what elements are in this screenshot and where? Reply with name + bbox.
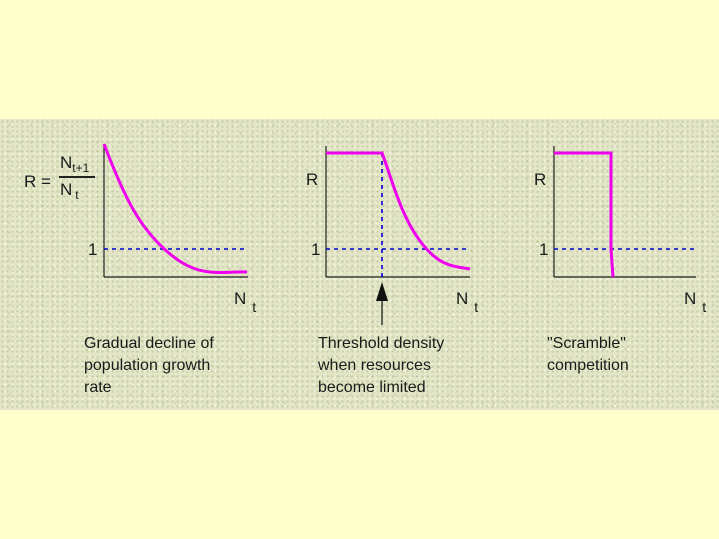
- panel-3-x-label-sub: t: [702, 299, 707, 315]
- panel-3-caption-line-2: competition: [547, 357, 629, 374]
- panel-2-x-label-sub: t: [474, 299, 479, 315]
- panel-2-caption-line-1: Threshold density: [318, 335, 445, 352]
- panel-1-x-label-sub: t: [252, 299, 257, 315]
- formula-numerator-main: N: [60, 153, 73, 172]
- panel-2-curve: [326, 151, 471, 271]
- formula-lhs: R =: [24, 172, 51, 191]
- panel-3-caption: "Scramble" competition: [547, 333, 719, 377]
- panel-2-x-label-main: N: [456, 289, 469, 308]
- panel-3-r1-label: 1: [539, 240, 549, 259]
- panel-3-axes: [553, 146, 696, 278]
- panel-2-caption-line-2: when resources: [318, 357, 431, 374]
- panel-1-caption-line-3: rate: [84, 379, 112, 396]
- panel-2-axes: [325, 146, 470, 278]
- panel-3-y-label: R: [534, 170, 547, 189]
- panel-2-y-label: R: [306, 170, 319, 189]
- formula-denominator-main: N: [60, 180, 73, 199]
- panel-1-caption: Gradual decline of population growth rat…: [84, 333, 274, 399]
- threshold-arrow: [376, 282, 388, 325]
- panel-3-x-label-main: N: [684, 289, 697, 308]
- panel-1-caption-line-2: population growth: [84, 357, 211, 374]
- panel-1-curve: [102, 143, 248, 274]
- panel-2-r1-label: 1: [311, 240, 321, 259]
- formula-fraction-bar: [59, 176, 95, 178]
- population-regulation-figure: [102, 143, 696, 325]
- formula-numerator-sub: t+1: [72, 161, 90, 175]
- panel-1-axes: [103, 146, 248, 278]
- panel-1-r1-label: 1: [88, 240, 98, 259]
- panel-2-caption: Threshold density when resources become …: [318, 333, 508, 399]
- panel-3-caption-line-1: "Scramble": [547, 335, 626, 352]
- panel-3-curve: [554, 151, 615, 278]
- panel-2-caption-line-3: become limited: [318, 379, 426, 396]
- formula-numerator: Nt+1: [60, 153, 90, 175]
- panel-1-x-label-main: N: [234, 289, 247, 308]
- panel-1-caption-line-1: Gradual decline of: [84, 335, 214, 352]
- formula-denominator-sub: t: [75, 188, 79, 202]
